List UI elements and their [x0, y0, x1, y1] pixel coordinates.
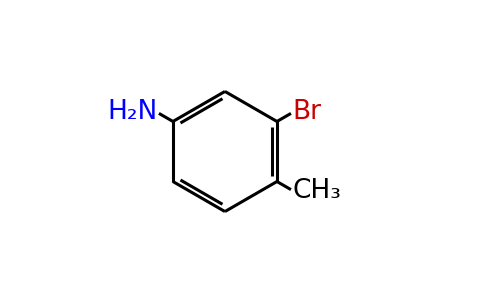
- Text: H₂N: H₂N: [107, 99, 158, 125]
- Text: Br: Br: [293, 99, 322, 125]
- Text: CH₃: CH₃: [293, 178, 342, 204]
